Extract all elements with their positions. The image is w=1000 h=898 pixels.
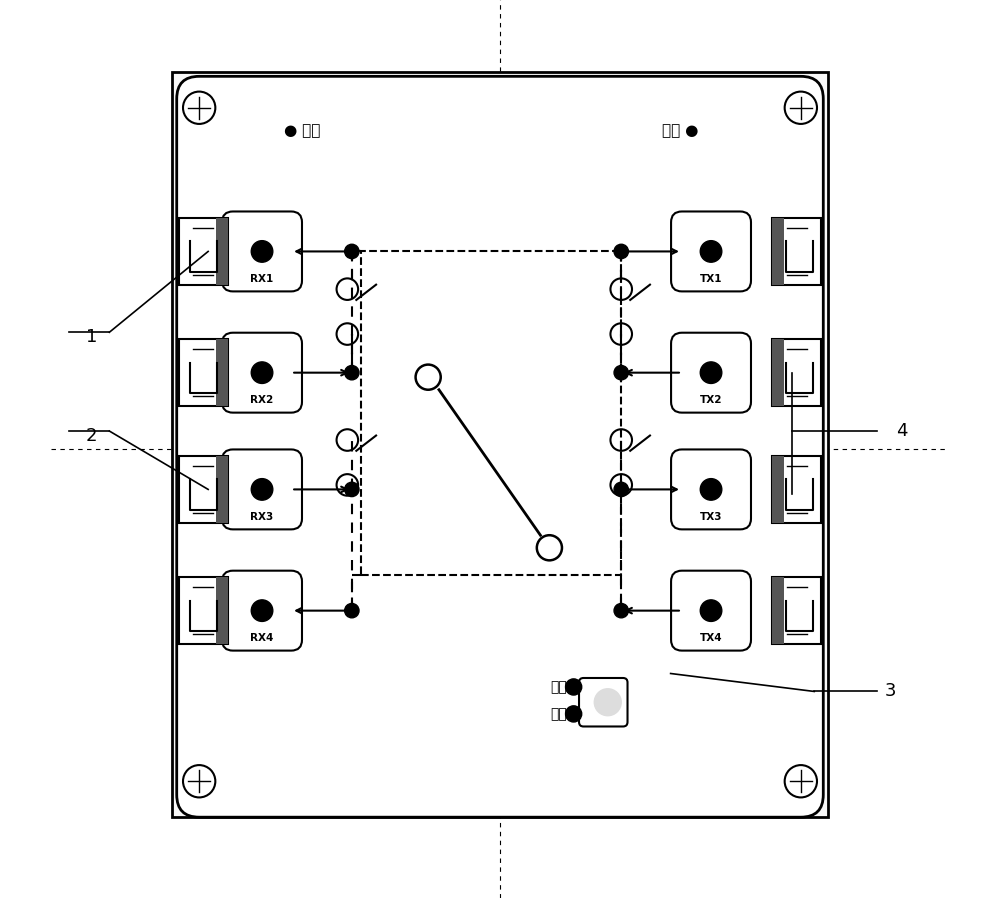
- Bar: [772, 339, 821, 406]
- Bar: [772, 339, 784, 406]
- Text: TX2: TX2: [700, 395, 722, 405]
- Bar: [772, 577, 821, 645]
- Circle shape: [345, 365, 359, 380]
- FancyBboxPatch shape: [671, 450, 751, 530]
- Circle shape: [566, 706, 582, 722]
- Circle shape: [251, 362, 273, 383]
- Text: RX1: RX1: [250, 274, 274, 284]
- FancyBboxPatch shape: [579, 678, 628, 726]
- Text: 闭锁 ●: 闭锁 ●: [662, 123, 698, 137]
- FancyBboxPatch shape: [222, 333, 302, 413]
- Bar: [772, 218, 821, 286]
- Circle shape: [700, 362, 722, 383]
- Bar: [216, 218, 228, 286]
- Bar: [361, 251, 621, 575]
- Text: TX1: TX1: [700, 274, 722, 284]
- Circle shape: [700, 479, 722, 500]
- Text: 3: 3: [885, 682, 896, 700]
- Circle shape: [700, 600, 722, 621]
- Bar: [216, 577, 228, 645]
- FancyBboxPatch shape: [671, 333, 751, 413]
- Text: RX4: RX4: [250, 633, 274, 643]
- Bar: [216, 455, 228, 523]
- Circle shape: [614, 482, 628, 497]
- Circle shape: [614, 365, 628, 380]
- Circle shape: [251, 600, 273, 621]
- Circle shape: [594, 689, 621, 716]
- Text: RX2: RX2: [250, 395, 274, 405]
- FancyBboxPatch shape: [222, 450, 302, 530]
- Text: TX4: TX4: [700, 633, 722, 643]
- Text: 4: 4: [897, 422, 908, 440]
- Bar: [179, 218, 228, 286]
- FancyBboxPatch shape: [222, 212, 302, 291]
- Circle shape: [614, 244, 628, 259]
- Circle shape: [345, 603, 359, 618]
- Text: 1: 1: [86, 328, 97, 346]
- Text: ● 电源: ● 电源: [284, 123, 321, 137]
- Bar: [179, 577, 228, 645]
- Text: 运行: 运行: [551, 680, 567, 694]
- Bar: [772, 577, 784, 645]
- Circle shape: [614, 603, 628, 618]
- Text: 测试: 测试: [551, 707, 567, 721]
- Bar: [172, 72, 828, 817]
- Bar: [772, 218, 784, 286]
- Circle shape: [345, 244, 359, 259]
- FancyBboxPatch shape: [177, 76, 823, 817]
- Circle shape: [566, 679, 582, 695]
- Text: 2: 2: [86, 427, 97, 445]
- FancyBboxPatch shape: [222, 571, 302, 650]
- FancyBboxPatch shape: [671, 571, 751, 650]
- Bar: [216, 339, 228, 406]
- Bar: [772, 455, 821, 523]
- Text: RX3: RX3: [250, 512, 274, 522]
- Circle shape: [700, 241, 722, 262]
- Bar: [179, 455, 228, 523]
- FancyBboxPatch shape: [671, 212, 751, 291]
- Bar: [179, 339, 228, 406]
- Bar: [772, 455, 784, 523]
- Circle shape: [345, 482, 359, 497]
- Circle shape: [251, 241, 273, 262]
- Circle shape: [251, 479, 273, 500]
- Text: TX3: TX3: [700, 512, 722, 522]
